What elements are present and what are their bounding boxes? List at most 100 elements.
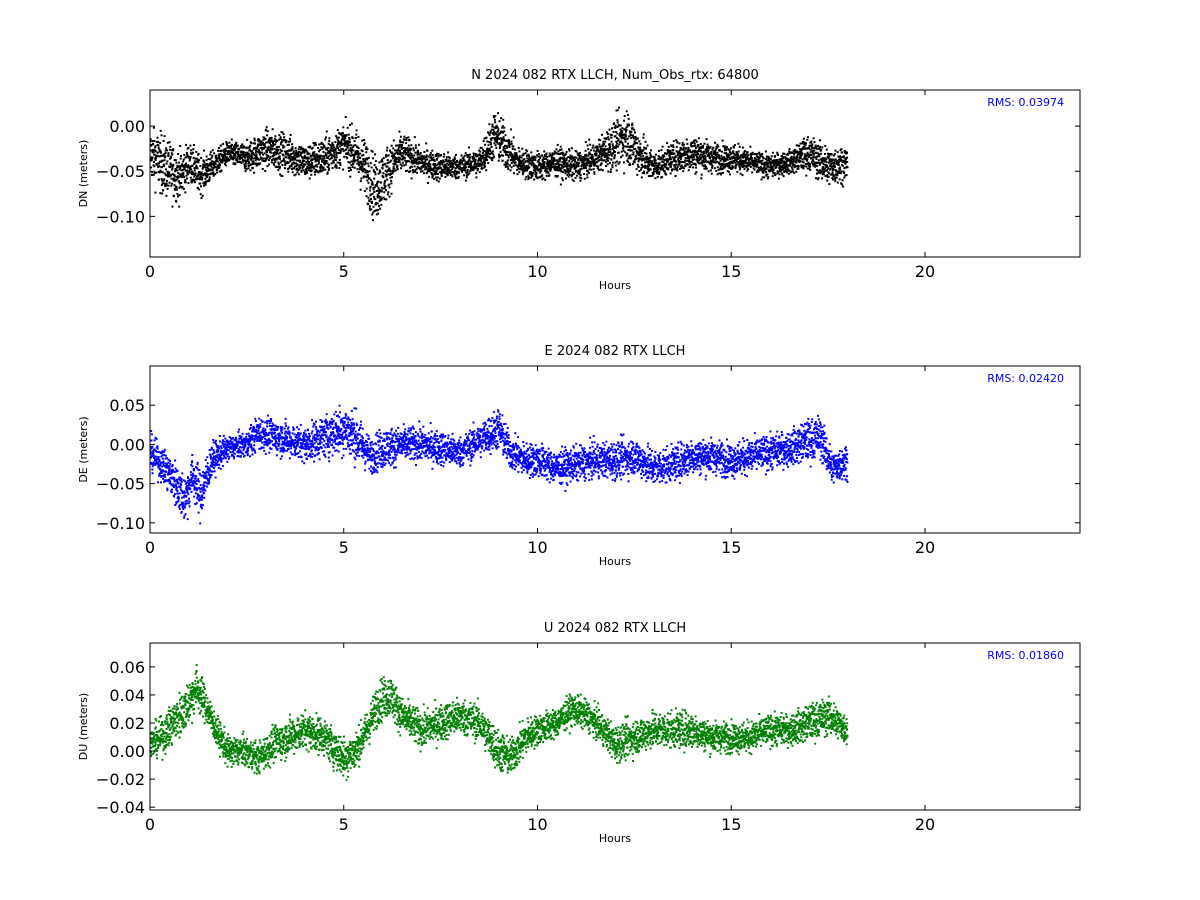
- north-data-point: [384, 179, 387, 182]
- north-data-point: [667, 145, 670, 148]
- north-data-point: [722, 145, 725, 148]
- north-data-point: [713, 167, 716, 170]
- north-data-point: [566, 162, 569, 165]
- north-data-point: [762, 162, 765, 165]
- north-data-point: [232, 149, 235, 152]
- north-data-point: [617, 138, 620, 141]
- north-data-point: [327, 156, 329, 159]
- north-data-point: [245, 165, 248, 168]
- north-data-point: [288, 153, 290, 156]
- north-data-point: [812, 137, 815, 140]
- north-data-point: [799, 152, 801, 155]
- north-data-point: [558, 153, 561, 155]
- north-data-point: [379, 181, 382, 184]
- north-data-point: [488, 134, 491, 137]
- north-data-point: [593, 162, 596, 164]
- north-data-point: [683, 167, 686, 170]
- north-data-point: [815, 161, 818, 164]
- north-data-point: [204, 182, 207, 185]
- north-data-point: [469, 160, 472, 163]
- north-data-point: [311, 166, 314, 169]
- north-data-point: [808, 153, 811, 156]
- north-data-point: [236, 161, 239, 163]
- north-data-point: [509, 153, 512, 156]
- north-data-point: [466, 163, 469, 166]
- north-data-point: [250, 152, 253, 155]
- north-data-point: [198, 188, 201, 191]
- north-data-point: [608, 128, 611, 131]
- north-data-point: [542, 177, 545, 180]
- north-data-point: [818, 153, 821, 156]
- north-data-point: [264, 138, 267, 140]
- north-data-point: [491, 123, 494, 126]
- north-data-point: [447, 172, 450, 175]
- north-data-point: [248, 156, 251, 159]
- north-data-point: [407, 151, 410, 153]
- north-data-point: [591, 154, 594, 156]
- north-data-point: [273, 140, 276, 142]
- north-data-point: [230, 138, 233, 141]
- north-data-point: [530, 164, 533, 167]
- north-data-point: [764, 163, 767, 166]
- north-data-point: [809, 168, 812, 171]
- north-data-point: [475, 162, 478, 165]
- north-data-point: [546, 159, 549, 162]
- north-data-point: [700, 162, 703, 165]
- north-data-point: [445, 158, 448, 161]
- north-data-point: [625, 135, 627, 138]
- north-data-point: [582, 164, 585, 167]
- north-data-point: [801, 147, 803, 150]
- north-data-point: [367, 175, 369, 178]
- north-data-point: [353, 153, 356, 156]
- north-data-point: [344, 116, 347, 118]
- north-data-point: [757, 159, 760, 162]
- north-data-point: [303, 154, 306, 157]
- north-data-point: [195, 150, 198, 153]
- north-data-point: [759, 153, 761, 156]
- north-data-point: [247, 167, 250, 170]
- north-data-point: [380, 160, 383, 163]
- north-data-point: [490, 146, 493, 148]
- north-data-point: [223, 148, 226, 151]
- north-data-point: [499, 150, 502, 153]
- north-data-point: [517, 164, 520, 167]
- north-data-point: [522, 153, 525, 156]
- north-data-point: [587, 162, 590, 165]
- north-data-point: [501, 159, 504, 162]
- north-data-point: [762, 168, 765, 171]
- north-data-point: [623, 119, 625, 122]
- north-data-point: [695, 140, 698, 143]
- north-data-point: [277, 148, 279, 151]
- north-data-point: [289, 158, 292, 161]
- north-data-point: [597, 138, 600, 141]
- north-data-point: [202, 160, 205, 162]
- north-data-point: [306, 166, 309, 168]
- north-data-point: [163, 165, 165, 167]
- north-data-point: [697, 144, 700, 147]
- north-data-point: [348, 140, 351, 143]
- north-data-point: [702, 159, 705, 162]
- north-data-point: [468, 164, 471, 167]
- north-data-point: [574, 176, 577, 179]
- north-data-point: [511, 154, 514, 157]
- north-data-point: [749, 158, 752, 161]
- north-data-point: [745, 162, 748, 164]
- north-data-point: [248, 161, 251, 164]
- north-data-point: [241, 159, 244, 162]
- north-data-point: [282, 133, 285, 136]
- north-data-point: [251, 150, 254, 153]
- north-data-point: [759, 165, 762, 168]
- north-data-point: [222, 157, 225, 160]
- north-data-point: [649, 159, 651, 162]
- north-data-point: [711, 154, 713, 157]
- north-data-point: [613, 157, 616, 160]
- north-data-point: [583, 177, 586, 180]
- north-data-point: [560, 152, 563, 155]
- north-data-point: [683, 143, 685, 146]
- north-data-point: [256, 156, 259, 159]
- north-data-point: [182, 187, 185, 190]
- north-data-point: [570, 163, 573, 166]
- north-data-point: [449, 161, 452, 164]
- north-data-point: [512, 164, 515, 167]
